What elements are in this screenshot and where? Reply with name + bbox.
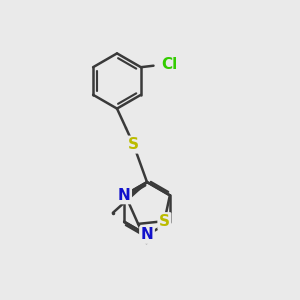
Text: S: S (128, 137, 139, 152)
Text: N: N (141, 227, 153, 242)
Text: S: S (159, 214, 170, 229)
Text: N: N (118, 188, 130, 203)
Text: Cl: Cl (161, 57, 178, 72)
